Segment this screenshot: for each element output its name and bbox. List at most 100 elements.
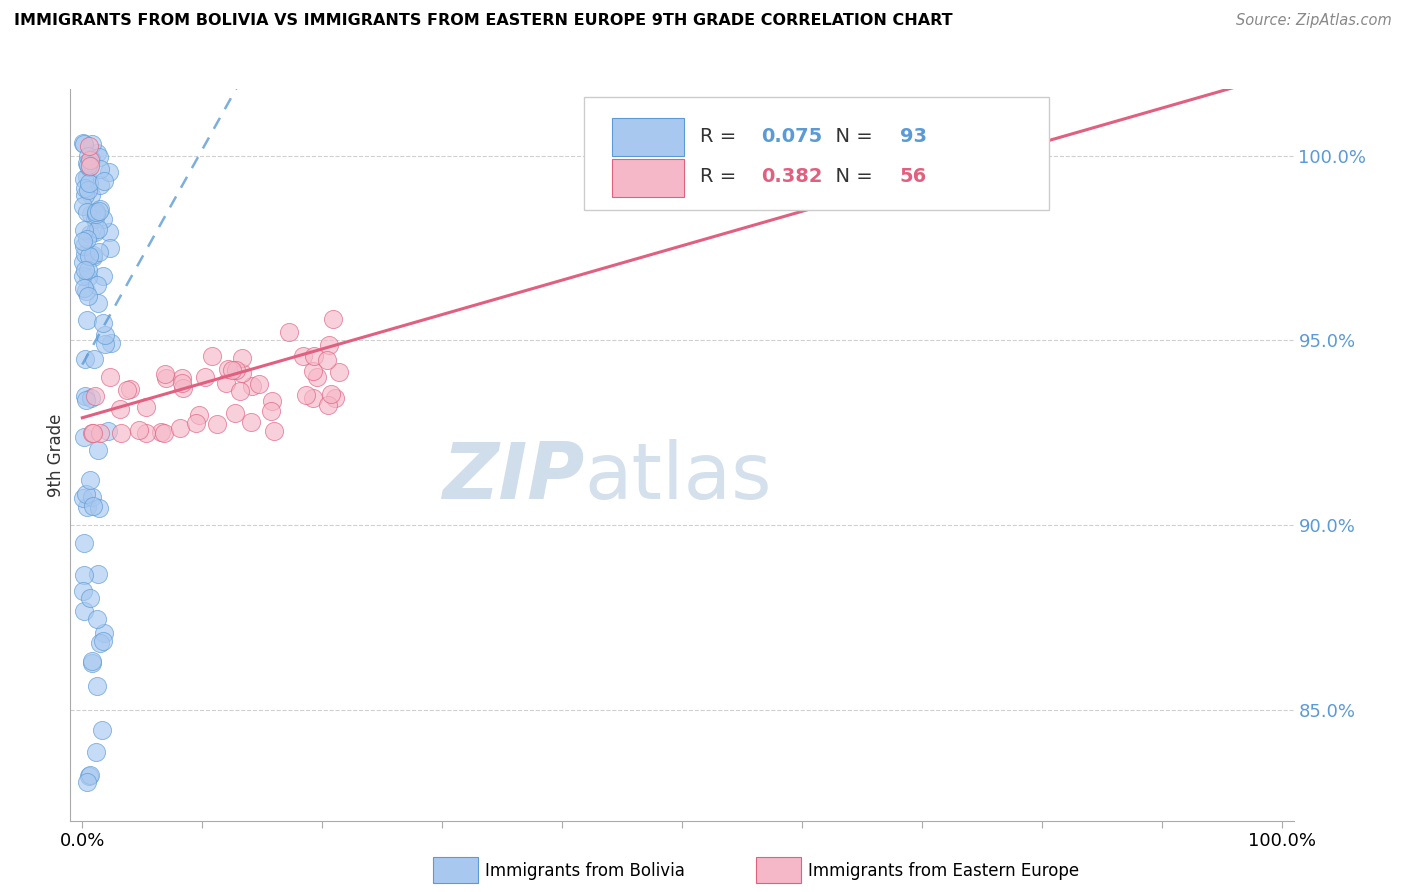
- Point: [229, 384, 252, 398]
- Point: [98, 370, 121, 384]
- Text: 56: 56: [900, 168, 927, 186]
- Point: [149, 425, 172, 439]
- Point: [89, 178, 111, 192]
- Point: [73, 567, 96, 582]
- Point: [75, 487, 97, 501]
- Point: [73, 172, 96, 186]
- Point: [89, 202, 111, 217]
- Point: [72, 269, 94, 284]
- Point: [76, 312, 98, 326]
- Text: N =: N =: [823, 128, 879, 146]
- Point: [79, 153, 101, 167]
- Point: [110, 402, 132, 417]
- Text: Immigrants from Bolivia: Immigrants from Bolivia: [485, 862, 685, 880]
- Point: [260, 394, 283, 409]
- Point: [77, 183, 100, 197]
- Point: [73, 604, 96, 618]
- Point: [97, 424, 120, 438]
- Point: [75, 284, 97, 298]
- Point: [75, 181, 97, 195]
- Point: [225, 363, 247, 377]
- Point: [86, 145, 108, 160]
- Point: [82, 136, 104, 151]
- Point: [73, 188, 96, 202]
- Point: [80, 207, 103, 221]
- Point: [110, 425, 132, 440]
- Point: [80, 188, 103, 202]
- Point: [302, 364, 325, 378]
- Point: [72, 234, 94, 248]
- Point: [89, 636, 111, 650]
- FancyBboxPatch shape: [612, 159, 685, 197]
- Point: [89, 425, 111, 440]
- Text: IMMIGRANTS FROM BOLIVIA VS IMMIGRANTS FROM EASTERN EUROPE 9TH GRADE CORRELATION : IMMIGRANTS FROM BOLIVIA VS IMMIGRANTS FR…: [14, 13, 953, 29]
- Point: [72, 584, 94, 599]
- Point: [83, 225, 105, 239]
- Point: [72, 199, 94, 213]
- Point: [302, 349, 325, 363]
- Point: [91, 634, 114, 648]
- Point: [89, 150, 111, 164]
- Point: [207, 417, 229, 432]
- Point: [325, 391, 347, 405]
- Point: [86, 222, 108, 236]
- Point: [77, 769, 100, 783]
- Point: [82, 500, 104, 514]
- Point: [90, 723, 112, 738]
- Point: [77, 160, 100, 174]
- Point: [79, 474, 101, 488]
- Point: [80, 391, 103, 405]
- Point: [84, 204, 107, 219]
- Text: R =: R =: [700, 128, 742, 146]
- Point: [82, 425, 104, 440]
- Point: [188, 408, 211, 422]
- Point: [201, 349, 224, 363]
- Point: [98, 165, 121, 179]
- Point: [135, 425, 157, 440]
- Text: atlas: atlas: [583, 439, 772, 515]
- Point: [72, 491, 94, 505]
- Point: [84, 389, 107, 403]
- Point: [80, 490, 103, 504]
- Point: [194, 369, 217, 384]
- Point: [80, 656, 103, 670]
- Point: [89, 204, 111, 219]
- Point: [115, 383, 138, 397]
- Point: [277, 325, 299, 339]
- Text: R =: R =: [700, 168, 742, 186]
- Point: [169, 421, 191, 435]
- Text: 93: 93: [900, 128, 927, 146]
- Point: [73, 281, 96, 295]
- Y-axis label: 9th Grade: 9th Grade: [46, 413, 65, 497]
- Point: [83, 351, 105, 366]
- Point: [328, 365, 350, 379]
- Point: [86, 278, 108, 293]
- Text: ZIP: ZIP: [441, 439, 583, 515]
- Point: [215, 376, 238, 391]
- Point: [86, 612, 108, 626]
- Point: [231, 351, 253, 365]
- Point: [86, 679, 108, 693]
- Point: [316, 352, 339, 367]
- Point: [94, 327, 117, 342]
- Point: [155, 371, 177, 385]
- Point: [79, 768, 101, 782]
- Point: [295, 388, 318, 402]
- Point: [84, 207, 107, 221]
- Point: [98, 241, 121, 255]
- FancyBboxPatch shape: [612, 119, 685, 156]
- Point: [75, 393, 97, 408]
- Point: [73, 389, 96, 403]
- Point: [94, 337, 117, 351]
- Point: [153, 368, 176, 382]
- Point: [84, 211, 107, 226]
- Text: Source: ZipAtlas.com: Source: ZipAtlas.com: [1236, 13, 1392, 29]
- Text: Immigrants from Eastern Europe: Immigrants from Eastern Europe: [808, 862, 1080, 880]
- Point: [240, 379, 263, 393]
- Point: [77, 139, 100, 153]
- Point: [77, 176, 100, 190]
- Point: [307, 370, 329, 384]
- Point: [84, 745, 107, 759]
- Point: [73, 246, 96, 260]
- Point: [73, 223, 96, 237]
